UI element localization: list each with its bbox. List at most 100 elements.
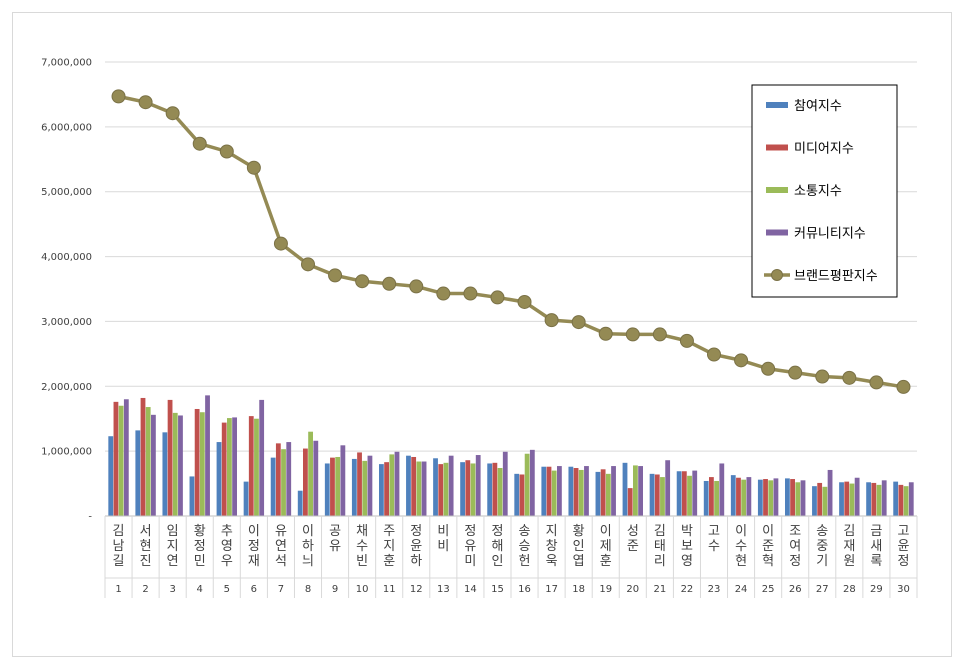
line-point	[463, 286, 478, 301]
x-category-label: 정	[248, 539, 260, 554]
bar	[313, 440, 319, 516]
bar	[460, 462, 465, 516]
bar	[421, 461, 427, 516]
x-category-label: 재	[248, 554, 260, 569]
bar	[167, 399, 173, 516]
bar	[839, 482, 844, 516]
x-category-label: 남	[113, 539, 125, 554]
bar	[649, 473, 655, 516]
bar	[692, 470, 698, 516]
line-point	[598, 326, 613, 341]
x-category-number: 25	[762, 584, 775, 595]
y-tick-label: 3,000,000	[41, 317, 92, 328]
bar	[259, 399, 265, 516]
bar	[470, 463, 476, 516]
x-category-label: 중	[816, 539, 828, 554]
legend-label: 미디어지수	[794, 142, 854, 157]
x-category-label: 김	[843, 524, 855, 539]
bar	[551, 470, 557, 516]
bar	[908, 482, 914, 516]
x-category-number: 7	[278, 584, 284, 595]
x-category-label: 태	[654, 539, 666, 554]
x-category-number: 19	[599, 584, 612, 595]
x-category-number: 9	[332, 584, 338, 595]
x-category-number: 21	[653, 584, 666, 595]
x-category-label: 해	[491, 539, 503, 554]
bar	[529, 449, 535, 516]
legend-label: 커뮤니티지수	[794, 227, 866, 242]
legend-swatch	[766, 102, 788, 108]
y-tick-label: 7,000,000	[41, 58, 92, 69]
bar	[118, 405, 124, 516]
x-category-label: 황	[573, 524, 585, 539]
x-category-label: 제	[600, 539, 612, 554]
bar	[665, 460, 671, 516]
x-category-number: 16	[518, 584, 531, 595]
x-category-label: 추	[221, 524, 233, 539]
x-category-label: 박	[681, 524, 693, 539]
bar	[785, 478, 790, 516]
line-point	[652, 327, 667, 342]
x-category-label: 영	[681, 554, 693, 569]
x-category-label: 비	[437, 524, 449, 539]
x-category-label: 리	[654, 554, 666, 569]
bar	[578, 469, 584, 516]
x-category-label: 유	[275, 524, 287, 539]
bar	[194, 408, 200, 516]
bar	[866, 482, 871, 516]
line-point	[761, 361, 776, 376]
x-category-label: 우	[221, 554, 233, 569]
bar	[448, 455, 454, 516]
line-point	[111, 89, 126, 104]
bar	[362, 460, 368, 516]
bar	[800, 480, 806, 516]
bar	[568, 466, 574, 516]
x-category-label: 김	[654, 524, 666, 539]
x-category-label: 송	[519, 524, 531, 539]
x-category-label: 창	[546, 539, 558, 554]
bar	[627, 488, 633, 516]
bar	[487, 463, 493, 516]
bar	[433, 458, 438, 516]
line-point	[138, 95, 153, 110]
bar	[676, 471, 682, 516]
y-tick-label: 4,000,000	[41, 252, 92, 263]
bar	[584, 466, 589, 516]
x-category-number: 18	[572, 584, 585, 595]
bar	[199, 412, 205, 516]
x-category-number: 5	[224, 584, 230, 595]
x-category-label: 준	[762, 539, 774, 554]
x-category-number: 27	[816, 584, 829, 595]
x-category-number: 12	[410, 584, 423, 595]
bar	[703, 480, 709, 516]
bar	[145, 407, 151, 516]
line-point	[355, 274, 370, 289]
x-category-label: 채	[356, 524, 368, 539]
x-category-number: 6	[251, 584, 257, 595]
bar	[123, 399, 129, 516]
bar	[822, 486, 828, 516]
bar	[286, 442, 292, 516]
x-category-label: 지	[167, 539, 179, 554]
x-category-number: 8	[305, 584, 311, 595]
x-category-number: 17	[545, 584, 558, 595]
line-point	[842, 370, 857, 385]
y-tick-label: -	[88, 512, 92, 523]
bar	[384, 462, 389, 516]
x-category-number: 11	[383, 584, 396, 595]
x-category-label: 정	[410, 524, 422, 539]
bar	[232, 417, 237, 516]
line-point	[517, 294, 532, 309]
bar	[297, 490, 303, 516]
line-point	[734, 353, 749, 368]
bar	[254, 418, 259, 516]
bar	[406, 455, 411, 516]
x-category-number: 15	[491, 584, 504, 595]
x-category-number: 4	[197, 584, 203, 595]
x-category-label: 고	[708, 524, 720, 539]
x-category-label: 비	[437, 539, 449, 554]
bar	[438, 464, 444, 516]
x-category-number: 13	[437, 584, 450, 595]
